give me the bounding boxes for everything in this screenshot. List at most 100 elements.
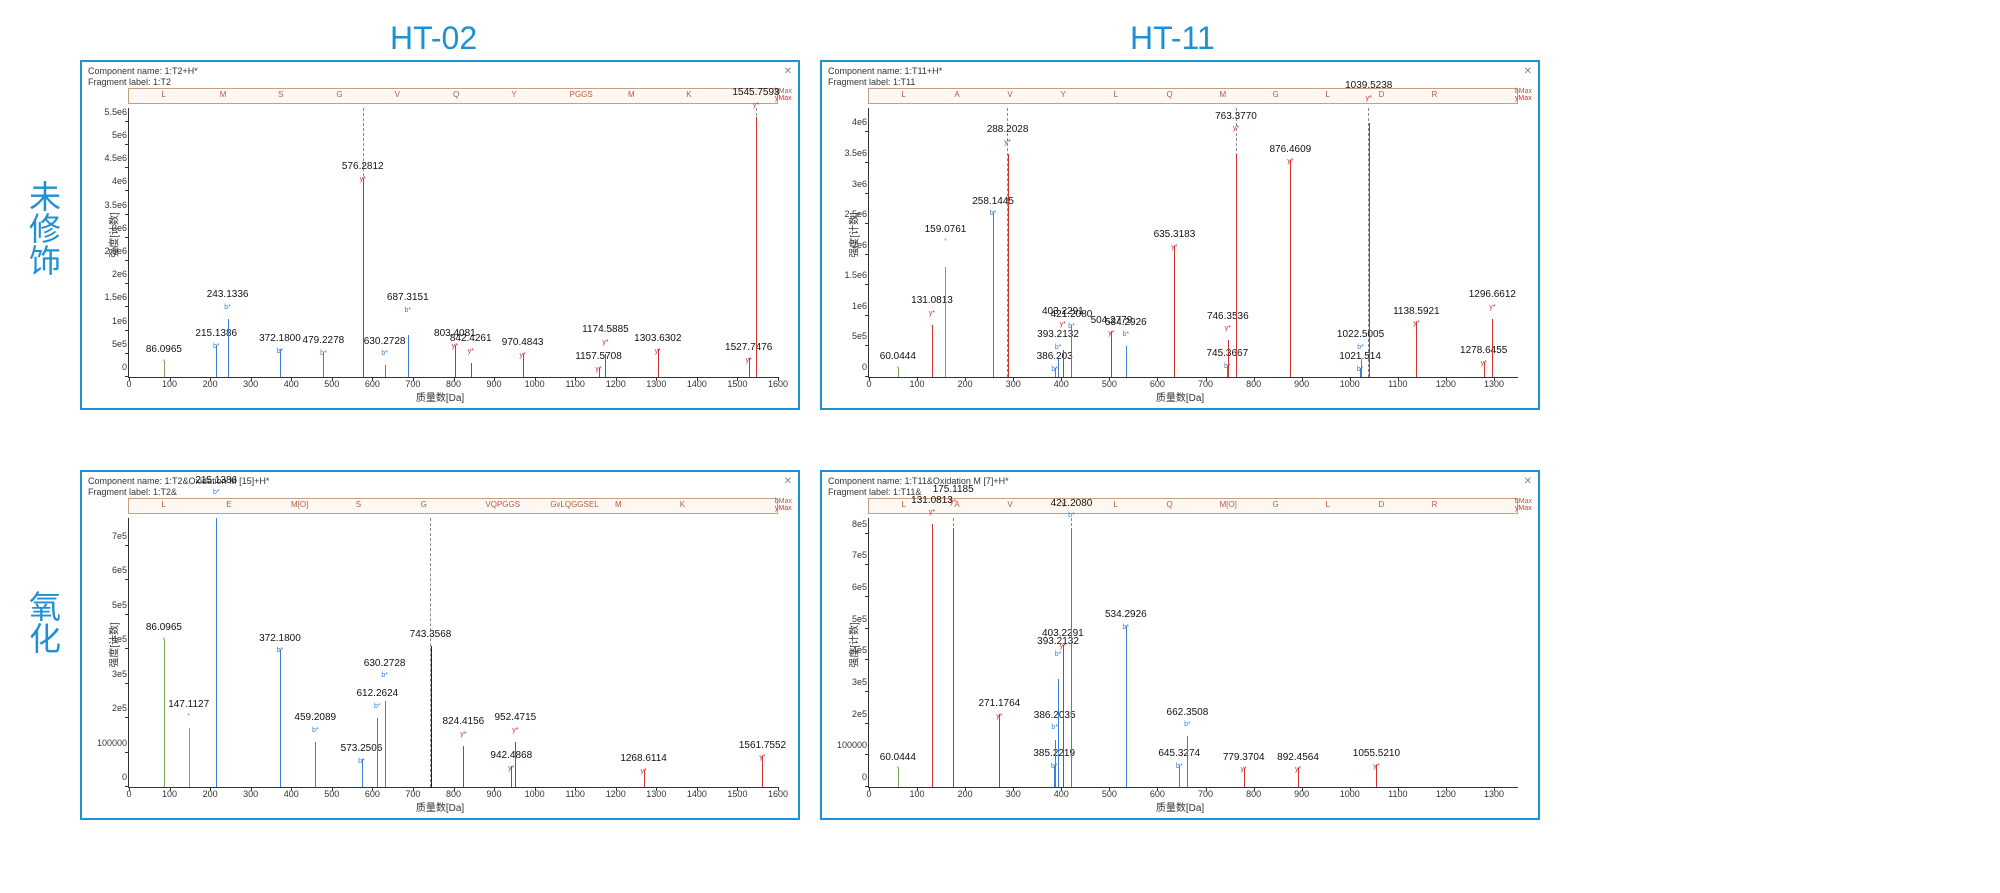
y-tick-label: 5e5 (112, 600, 127, 610)
peak-ion-label: b* (990, 210, 997, 217)
peak-ion-label: * (187, 713, 190, 720)
peak-label: 645.3274 (1158, 748, 1200, 759)
peak-ion-label: y* (1171, 244, 1177, 251)
close-icon[interactable]: ✕ (784, 476, 792, 487)
close-icon[interactable]: ✕ (784, 66, 792, 77)
y-tick-label: 1e6 (112, 316, 127, 326)
sequence-residue: L (1326, 90, 1330, 99)
peak-label: 288.2028 (987, 124, 1029, 135)
peak-bar (377, 718, 378, 787)
peak-label: 1138.5921 (1393, 306, 1440, 317)
peak-bar (228, 319, 229, 377)
peak-label: 1022.5005 (1337, 329, 1384, 340)
peak-label: 403.2291 (1042, 628, 1084, 639)
sequence-residue: K (680, 500, 685, 509)
sequence-residue: PGGS (570, 90, 593, 99)
peak-label: 1296.6612 (1469, 289, 1516, 300)
y-tick-label: 4e6 (852, 117, 867, 127)
peak-bar (999, 714, 1000, 787)
peak-label: 876.4609 (1269, 144, 1311, 155)
close-icon[interactable]: ✕ (1524, 66, 1532, 77)
peak-ion-label: y* (1241, 766, 1247, 773)
y-tick-label: 3e6 (852, 179, 867, 189)
sequence-residue: A (954, 90, 959, 99)
peak-label: 635.3183 (1154, 229, 1196, 240)
peak-bar (1063, 350, 1064, 378)
peak-bar (1361, 359, 1362, 377)
peak-ion-label: * (896, 366, 899, 373)
peak-ion-label: b* (320, 350, 327, 357)
peak-ion-label: y* (508, 765, 514, 772)
peak-ion-label: y* (929, 509, 935, 516)
peak-ion-label: b* (312, 727, 319, 734)
peak-bar (1228, 340, 1229, 377)
y-tick-label: 0 (862, 362, 867, 372)
y-tick-label: 5e5 (112, 339, 127, 349)
peak-label: 892.4564 (1277, 752, 1319, 763)
peak-label: 60.0444 (880, 351, 916, 362)
peak-ion-label: y* (360, 176, 366, 183)
peak-ion-label: y* (1413, 320, 1419, 327)
peak-label: 372.1800 (259, 333, 301, 344)
peak-bar (385, 365, 386, 377)
y-tick-label: 5.5e6 (104, 107, 127, 117)
peak-ion-label: b* (1357, 344, 1364, 351)
peak-label: 746.3536 (1207, 311, 1249, 322)
peak-bar (1071, 528, 1072, 788)
y-tick-label: 7e5 (852, 550, 867, 560)
sequence-residue: M (615, 500, 622, 509)
sequence-residue: M[O] (291, 500, 308, 509)
peak-label: 243.1336 (207, 289, 249, 300)
y-tick-label: 0 (122, 772, 127, 782)
y-tick-label: 100000 (97, 738, 127, 748)
spectrum-panel: Component name: 1:T2+H*Fragment label: 1… (80, 60, 800, 410)
peak-ion-label: b* (277, 348, 284, 355)
peak-label: 824.4156 (443, 716, 485, 727)
peak-bar (463, 746, 464, 787)
peak-bar (385, 701, 386, 787)
peak-bar (1492, 319, 1493, 377)
peak-ion-label: y* (595, 366, 601, 373)
x-axis-label: 质量数[Da] (416, 799, 464, 814)
peak-label: 687.3151 (387, 292, 429, 303)
y-tick-label: 5e5 (852, 331, 867, 341)
sequence-bar: LAVYLQMGLDR (868, 88, 1518, 104)
peak-label: 372.1800 (259, 633, 301, 644)
peak-label: 1268.6114 (620, 753, 667, 764)
y-tick-label: 3e5 (852, 677, 867, 687)
peak-label: 612.2624 (356, 688, 398, 699)
peak-ion-label: y* (1108, 330, 1114, 337)
peak-bar (993, 212, 994, 377)
close-icon[interactable]: ✕ (1524, 476, 1532, 487)
peak-ion-label: y* (1060, 643, 1066, 650)
sequence-residue: V (395, 90, 400, 99)
bmax-label: bMaxyMax (775, 498, 792, 512)
peak-ion-label: y* (1489, 304, 1495, 311)
y-tick-label: 1.5e6 (104, 292, 127, 302)
peak-bar (1126, 346, 1127, 377)
peak-bar (363, 178, 364, 377)
peak-ion-label: b* (1051, 366, 1058, 373)
peak-label: 1157.5708 (575, 351, 622, 362)
sequence-residue: M (220, 90, 227, 99)
bmax-label: bMaxyMax (1515, 498, 1532, 512)
column-header: HT-02 (390, 20, 477, 57)
peak-label: 131.0813 (911, 295, 953, 306)
peak-label: 630.2728 (364, 336, 406, 347)
sequence-residue: G (421, 500, 427, 509)
peak-label: 1545.7593 (732, 87, 779, 98)
peak-bar (1416, 322, 1417, 377)
y-tick-label: 8e5 (852, 519, 867, 529)
peak-bar (605, 354, 606, 377)
sequence-residue: G (1273, 500, 1279, 509)
peak-bar (1126, 626, 1127, 787)
peak-label: 573.2506 (341, 743, 383, 754)
peak-ion-label: b* (374, 703, 381, 710)
peak-label: 147.1127 (168, 699, 209, 710)
sequence-residue: L (1326, 500, 1330, 509)
peak-ion-label: b* (277, 647, 284, 654)
sequence-residue: E (226, 500, 231, 509)
peak-bar (408, 335, 409, 377)
peak-bar (280, 649, 281, 787)
peak-label: 534.2926 (1105, 609, 1147, 620)
